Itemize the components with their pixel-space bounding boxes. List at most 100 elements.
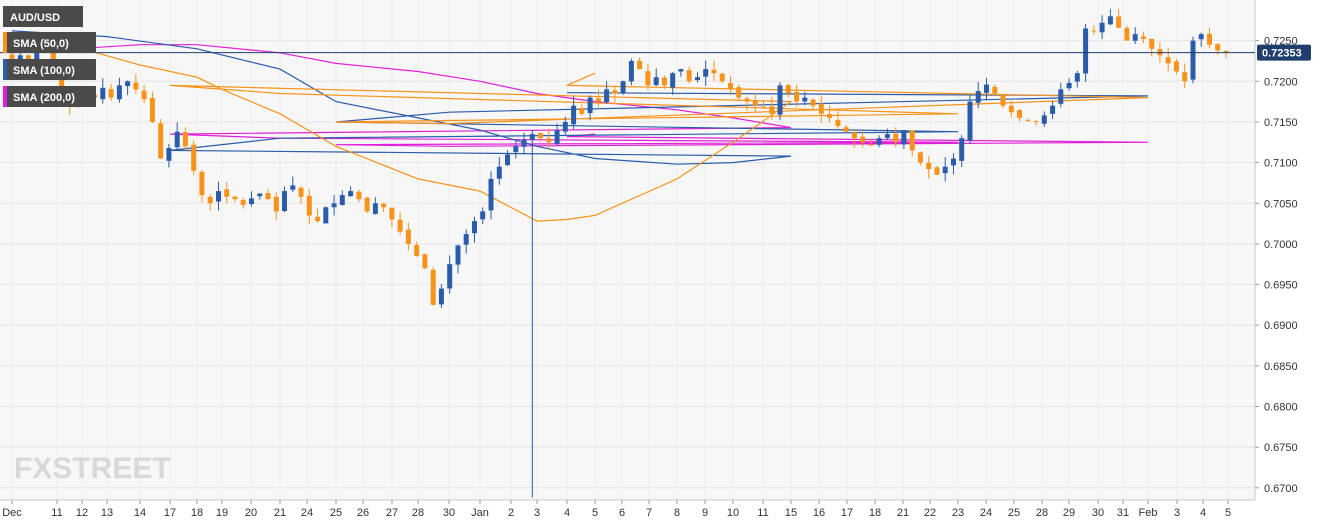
candle-body <box>422 254 428 269</box>
candle-body <box>893 133 899 143</box>
candle-body <box>967 101 973 141</box>
candle-body <box>438 288 444 305</box>
candle-body <box>216 191 221 202</box>
candle-body <box>149 97 155 122</box>
x-tick-label: 4 <box>1200 507 1206 519</box>
candle-body <box>744 98 750 102</box>
x-tick-label: 5 <box>1225 507 1231 519</box>
candle-body <box>1140 36 1146 39</box>
candle-body <box>1198 34 1204 40</box>
candle-body <box>637 60 643 70</box>
candle-body <box>191 144 197 171</box>
y-tick-label: 0.7200 <box>1264 76 1298 88</box>
legend-item <box>3 59 96 80</box>
candle-body <box>843 127 849 132</box>
x-tick-label: 8 <box>674 507 680 519</box>
candle-body <box>405 229 411 244</box>
candle-body <box>670 73 676 88</box>
candle-body <box>1017 110 1022 118</box>
y-tick-label: 0.6900 <box>1264 320 1298 332</box>
candle-body <box>265 193 271 200</box>
candle-body <box>199 171 205 196</box>
candle-body <box>182 132 188 147</box>
x-tick-label: 10 <box>727 507 739 519</box>
candle-body <box>1116 16 1122 28</box>
x-tick-label: 11 <box>757 507 768 519</box>
candle-body <box>306 195 312 216</box>
candle-body <box>1207 33 1212 45</box>
x-tick-label: 22 <box>924 507 936 519</box>
x-tick-label: 16 <box>813 507 825 519</box>
candle-body <box>257 193 263 197</box>
watermark-text: FXSTREET <box>14 452 171 485</box>
candle-body <box>1223 51 1229 53</box>
candle-body <box>59 73 65 96</box>
sma-100-line <box>11 30 1149 165</box>
candle-body <box>818 103 824 114</box>
candle-body <box>827 114 833 118</box>
candle-body <box>372 203 378 214</box>
candle-body <box>951 158 956 166</box>
x-tick-label: 17 <box>164 507 176 519</box>
legend-swatch <box>3 86 7 107</box>
candle-body <box>339 195 345 205</box>
x-tick-label: 20 <box>245 507 257 519</box>
x-tick-label: 7 <box>646 507 652 519</box>
candle-body <box>653 77 659 86</box>
candle-body <box>719 73 725 82</box>
legend-label: SMA (50,0) <box>13 38 69 50</box>
candle-body <box>554 130 560 144</box>
candle-body <box>240 199 246 205</box>
candle-body <box>695 77 700 81</box>
candle-body <box>315 216 321 222</box>
candle-body <box>868 144 874 146</box>
candle-body <box>612 90 618 94</box>
y-tick-label: 0.6850 <box>1264 361 1298 373</box>
candle-body <box>876 138 882 145</box>
candle-body <box>917 152 923 163</box>
candle-body <box>661 77 667 86</box>
candle-body <box>761 106 766 108</box>
x-tick-label: 27 <box>386 507 398 519</box>
candle-body <box>942 166 948 174</box>
candle-body <box>488 178 494 211</box>
candle-body <box>447 264 453 289</box>
candle-body <box>810 99 816 106</box>
candle-body <box>158 123 164 159</box>
candle-body <box>1033 121 1039 123</box>
candle-body <box>571 105 577 125</box>
x-tick-label: 25 <box>1008 507 1020 519</box>
legend-item <box>3 86 96 107</box>
candle-body <box>1215 44 1221 51</box>
x-tick-label: 6 <box>619 507 625 519</box>
candle-body <box>926 162 932 170</box>
candle-body <box>141 90 147 100</box>
x-tick-label: Dec <box>2 507 22 519</box>
candle-body <box>1050 105 1056 114</box>
x-tick-label: 29 <box>1063 507 1075 519</box>
candle-body <box>356 191 362 200</box>
candle-body <box>595 98 601 102</box>
candle-body <box>290 185 296 190</box>
candle-body <box>472 221 477 234</box>
candle-body <box>909 130 915 151</box>
candle-body <box>678 69 684 72</box>
candle-body <box>389 207 395 220</box>
candle-body <box>538 133 543 139</box>
candle-body <box>133 82 139 90</box>
candle-body <box>9 54 15 61</box>
candle-body <box>604 89 610 103</box>
candle-body <box>794 91 800 102</box>
x-tick-label: 21 <box>897 507 909 519</box>
x-tick-label: 21 <box>274 507 286 519</box>
candle-body <box>1008 105 1014 113</box>
y-tick-label: 0.7100 <box>1264 158 1298 170</box>
candle-body <box>331 203 337 208</box>
candle-body <box>975 91 981 103</box>
candle-body <box>207 196 213 204</box>
x-tick-label: 26 <box>357 507 369 519</box>
legend-label: SMA (200,0) <box>13 92 75 104</box>
candle-body <box>1165 57 1171 64</box>
candles <box>9 9 1229 498</box>
y-tick-label: 0.6950 <box>1264 280 1298 292</box>
